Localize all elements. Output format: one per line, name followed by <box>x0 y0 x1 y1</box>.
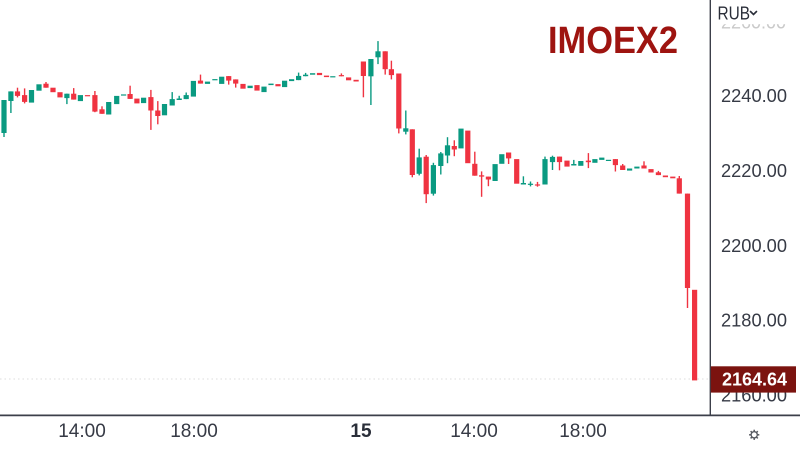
svg-text:2240.00: 2240.00 <box>721 86 787 106</box>
svg-text:2220.00: 2220.00 <box>721 161 787 181</box>
svg-text:14:00: 14:00 <box>58 421 106 442</box>
svg-text:IMOEX2: IMOEX2 <box>548 20 678 62</box>
svg-text:18:00: 18:00 <box>170 421 218 442</box>
svg-text:2164.64: 2164.64 <box>722 370 787 390</box>
svg-text:RUB: RUB <box>718 3 751 23</box>
svg-text:18:00: 18:00 <box>559 421 607 442</box>
svg-text:2200.00: 2200.00 <box>721 236 787 256</box>
svg-text:15: 15 <box>350 421 372 442</box>
svg-text:2180.00: 2180.00 <box>721 311 787 331</box>
svg-text:14:00: 14:00 <box>450 421 498 442</box>
